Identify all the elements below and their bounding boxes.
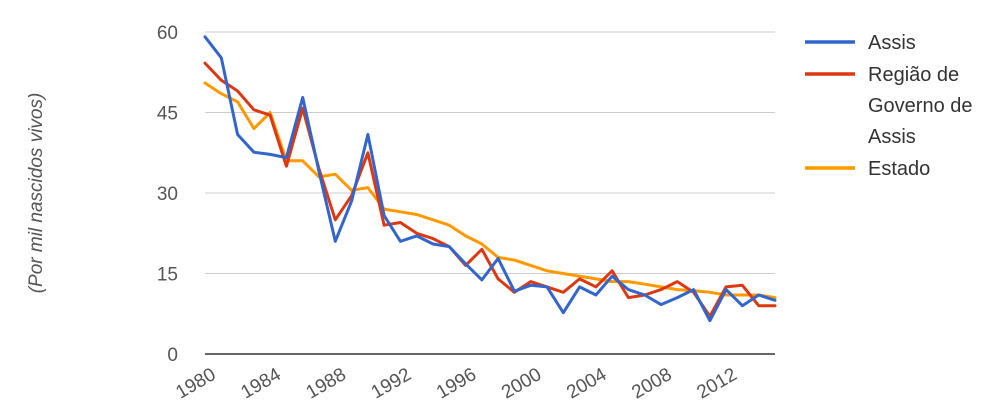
series-line-0 [203, 35, 777, 323]
x-tick-label: 1996 [433, 364, 480, 403]
x-tick-label: 1984 [238, 364, 285, 404]
x-tick-label: 2000 [498, 364, 545, 403]
series-lines [203, 35, 777, 323]
y-tick-label: 45 [157, 104, 178, 125]
y-axis-ticks: 0 15 30 45 60 [157, 23, 178, 366]
x-tick-label: 1980 [172, 364, 219, 403]
y-axis-label: (Por mil nascidos vivos) [26, 93, 47, 294]
legend-label: Governo de [868, 95, 973, 117]
series-line-1 [203, 61, 777, 318]
x-tick-label: 2008 [628, 364, 675, 403]
x-tick-label: 1992 [368, 364, 415, 403]
x-axis-ticks: 1980 1984 1988 1992 1996 2000 2004 2008 2012 [172, 364, 740, 404]
y-tick-label: 15 [157, 265, 178, 286]
y-tick-label: 60 [157, 23, 178, 44]
x-tick-label: 1988 [303, 364, 350, 403]
x-tick-label: 2004 [563, 364, 610, 404]
legend-label: Estado [868, 158, 930, 180]
x-tick-label: 2012 [694, 364, 741, 403]
legend-label: Assis [868, 32, 916, 54]
series-line-2 [203, 81, 777, 300]
legend-label: Região de [868, 64, 959, 86]
gridlines [205, 31, 775, 355]
y-tick-label: 0 [167, 345, 178, 366]
legend: Assis Região de Governo de Assis Estado [805, 32, 973, 180]
y-tick-label: 30 [157, 184, 178, 205]
legend-label: Assis [868, 126, 916, 148]
